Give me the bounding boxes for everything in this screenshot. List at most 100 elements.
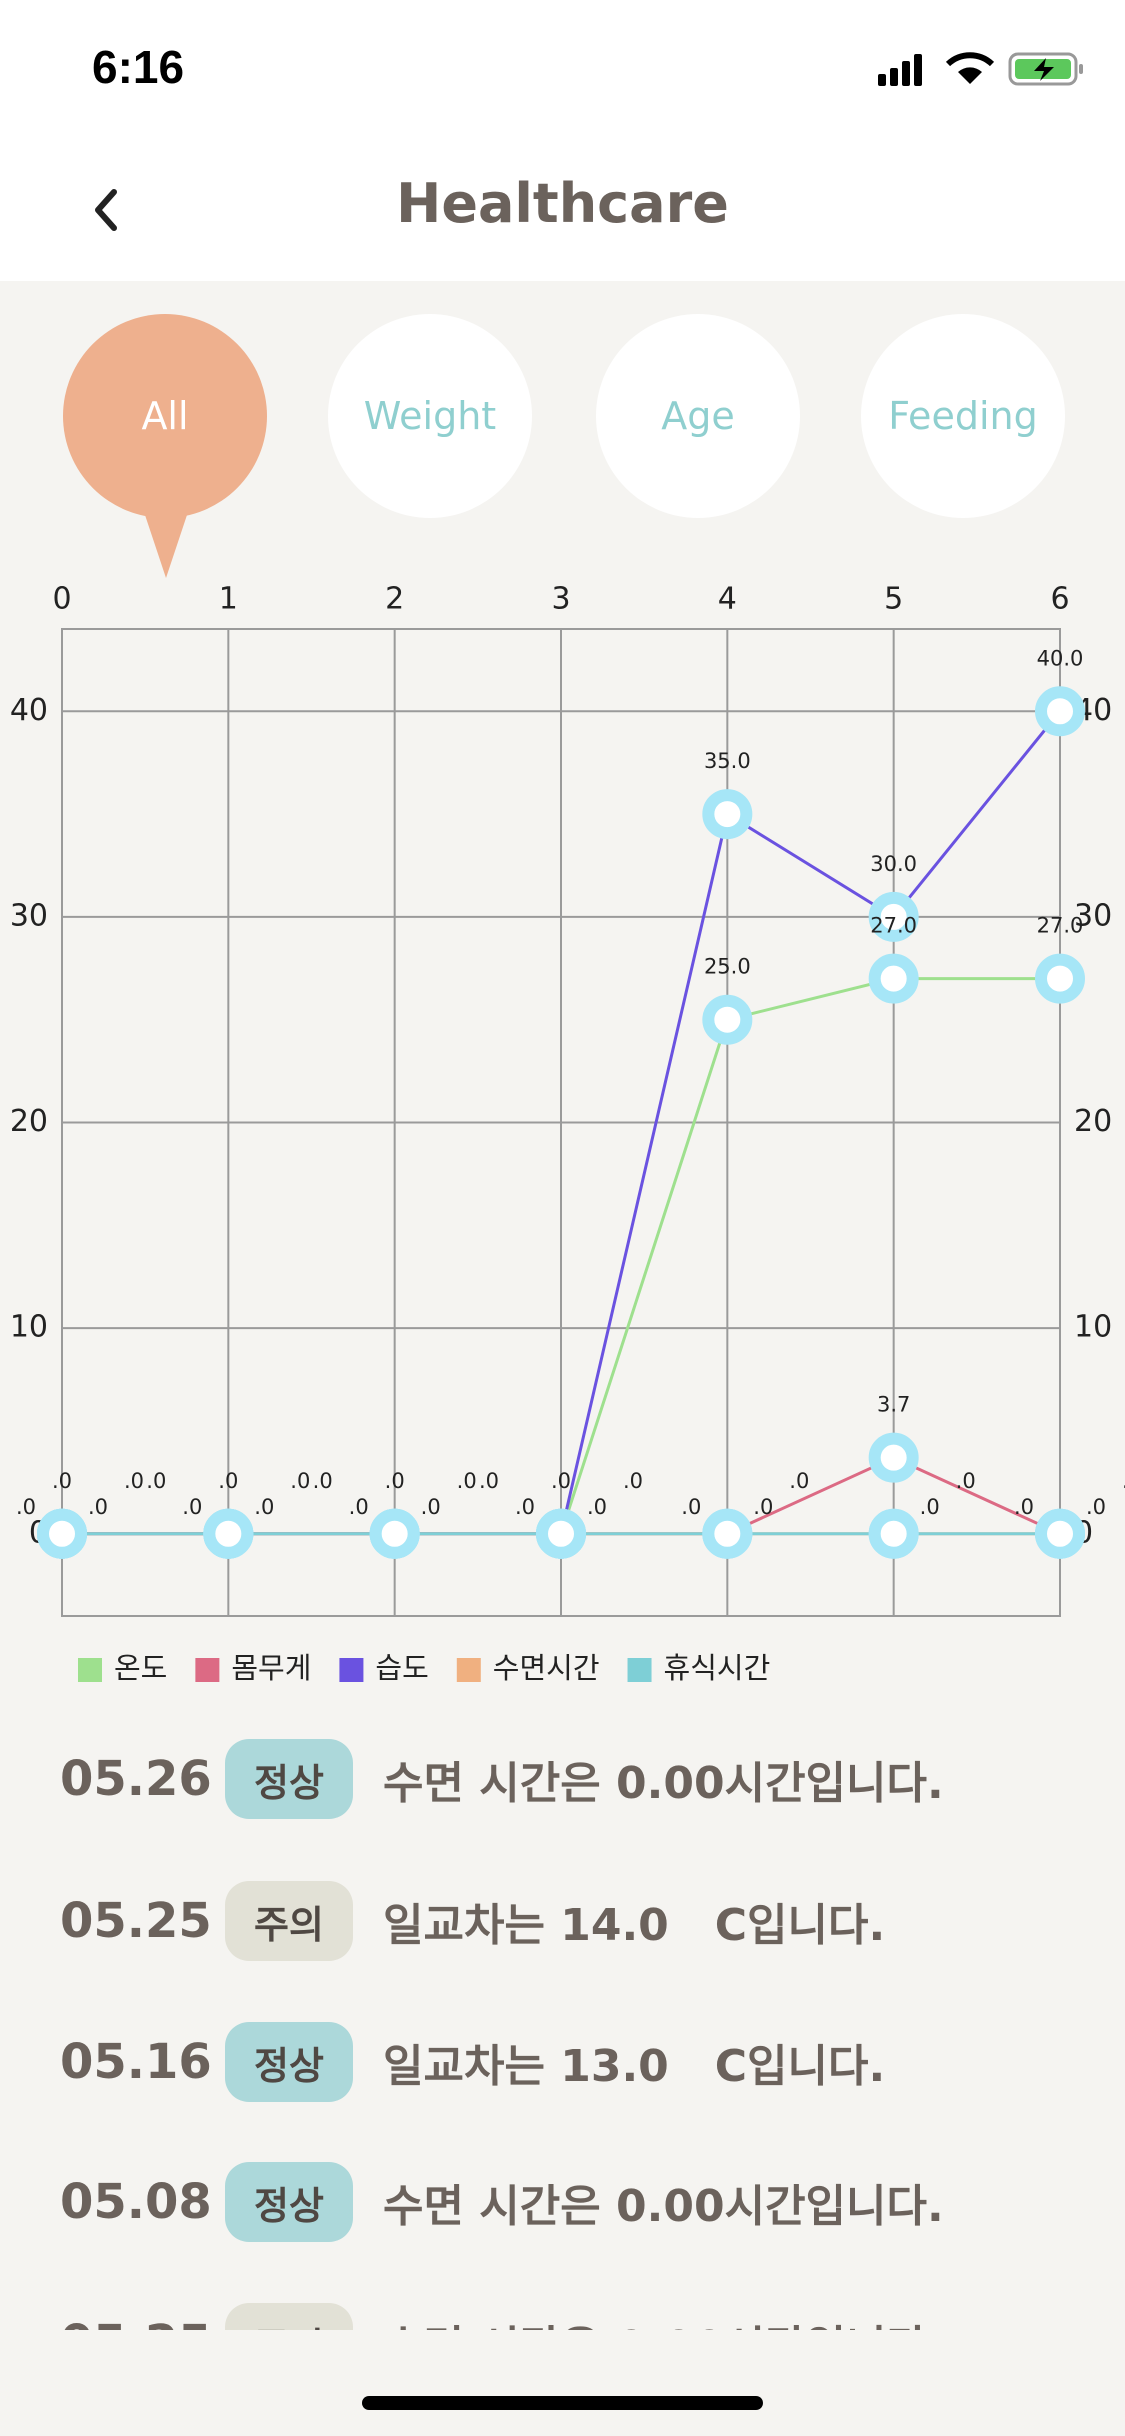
- value-label: .0: [385, 1469, 405, 1493]
- data-point: [868, 891, 919, 942]
- legend-swatch: [195, 1658, 220, 1682]
- x-tick-label: 1: [219, 582, 238, 617]
- record-message: 일교차는 13.0 C입니다.: [383, 2041, 886, 2092]
- record-date: 05.25: [60, 2315, 225, 2330]
- value-label: .0: [313, 1469, 333, 1493]
- page-title: Healthcare: [396, 172, 729, 235]
- status-badge: 주의: [225, 2303, 353, 2330]
- x-tick-label: 4: [718, 582, 737, 617]
- data-point: [369, 1508, 420, 1559]
- record-date: 05.08: [60, 2174, 212, 2230]
- value-label: 30.0: [870, 852, 917, 876]
- y-tick-label: 10: [10, 1310, 48, 1345]
- value-label: .0: [1014, 1495, 1034, 1519]
- data-point: [1035, 1508, 1085, 1559]
- x-tick-label: 0: [52, 582, 71, 617]
- record[interactable]: 05.08 정상 수면 시간은 0.00시간입니다.: [60, 2162, 944, 2242]
- x-tick-label: 2: [385, 582, 404, 617]
- y-tick-label: 30: [10, 898, 48, 933]
- legend-label: 온도: [114, 1651, 167, 1685]
- record-date: 05.16: [60, 2034, 212, 2090]
- value-label: .0: [1122, 1469, 1125, 1493]
- legend-label: 수면시간: [493, 1651, 600, 1685]
- value-label: .0: [789, 1469, 809, 1493]
- value-label: .0: [753, 1495, 773, 1519]
- record-message: 수면 시간은 0.00시간입니다.: [383, 2181, 944, 2232]
- value-label: .0: [920, 1495, 940, 1519]
- value-label: 27.0: [1037, 914, 1084, 938]
- value-label: .0: [421, 1495, 441, 1519]
- value-label: .0: [457, 1469, 477, 1493]
- status-badge: 정상: [225, 2022, 353, 2102]
- data-point: [1035, 953, 1085, 1004]
- chart: 0123456001010202030304040.0.0.0.025.027.…: [0, 582, 1125, 1686]
- record[interactable]: 05.25 주의 일교차는 14.0 C입니다.: [60, 1881, 885, 1961]
- value-label: .0: [587, 1495, 607, 1519]
- data-point: [868, 1432, 919, 1483]
- value-label: .0: [218, 1469, 238, 1493]
- legend-label: 습도: [375, 1651, 428, 1685]
- status-badge: 주의: [225, 1881, 353, 1961]
- value-label: 27.0: [870, 914, 917, 938]
- data-point: [868, 953, 919, 1004]
- tab[interactable]: Weight: [328, 314, 532, 518]
- value-label: .0: [515, 1495, 535, 1519]
- value-label: .0: [16, 1495, 36, 1519]
- home-indicator: [362, 2396, 763, 2410]
- value-label: .0: [623, 1469, 643, 1493]
- value-label: .0: [681, 1495, 701, 1519]
- data-point: [702, 994, 753, 1045]
- value-label: .0: [254, 1495, 274, 1519]
- tab[interactable]: Feeding: [861, 314, 1065, 518]
- y-tick-label-right: 10: [1074, 1310, 1112, 1345]
- y-tick-label: 20: [10, 1104, 48, 1139]
- data-point: [1035, 686, 1085, 737]
- status-icons: [878, 52, 1083, 86]
- record-date: 05.25: [60, 1893, 212, 1949]
- x-tick-label: 3: [551, 582, 570, 617]
- legend-swatch: [627, 1658, 652, 1682]
- data-point: [702, 789, 753, 840]
- value-label: .0: [124, 1469, 144, 1493]
- data-point: [536, 1508, 586, 1559]
- status-badge: 정상: [225, 1739, 353, 1819]
- data-point: [203, 1508, 254, 1559]
- record-date: 05.26: [60, 1751, 212, 1807]
- status-badge: 정상: [225, 2162, 353, 2242]
- tab[interactable]: Age: [596, 314, 800, 518]
- value-label: .0: [146, 1469, 166, 1493]
- record-list: 05.26 정상 수면 시간은 0.00시간입니다. 05.25 주의 일교차는 14.…: [0, 1710, 1125, 2330]
- data-point: [702, 1508, 753, 1559]
- value-label: 40.0: [1037, 646, 1084, 670]
- value-label: .0: [290, 1469, 310, 1493]
- value-label: .0: [52, 1469, 72, 1493]
- value-label: .0: [479, 1469, 499, 1493]
- value-label: .0: [88, 1495, 108, 1519]
- value-label: .0: [349, 1495, 369, 1519]
- data-point: [37, 1508, 87, 1559]
- y-tick-label-right: 30: [1074, 898, 1112, 933]
- value-label: 3.7: [877, 1393, 910, 1417]
- record[interactable]: 05.26 정상 수면 시간은 0.00시간입니다.: [60, 1739, 944, 1819]
- data-point: [868, 1508, 919, 1559]
- value-label: .0: [956, 1469, 976, 1493]
- legend-swatch: [78, 1658, 102, 1682]
- x-tick-label: 5: [884, 582, 903, 617]
- value-label: .0: [551, 1469, 571, 1493]
- value-label: .0: [1086, 1495, 1106, 1519]
- y-tick-label: 40: [10, 693, 48, 728]
- record-message: 수면 시간은 0.00시간입니다.: [383, 1758, 944, 1809]
- tab[interactable]: All: [63, 314, 267, 518]
- record-message: 수면 시간은 0.00시간입니다.: [383, 2311, 944, 2330]
- back-button[interactable]: [90, 188, 120, 232]
- status-time: 6:16: [92, 41, 185, 93]
- legend-label: 휴식시간: [664, 1651, 771, 1685]
- y-tick-label-right: 20: [1074, 1104, 1112, 1139]
- value-label: 25.0: [704, 955, 751, 979]
- legend-swatch: [456, 1658, 481, 1682]
- legend-label: 몸무게: [231, 1651, 311, 1685]
- record[interactable]: 05.16 정상 일교차는 13.0 C입니다.: [60, 2022, 885, 2102]
- header-area: 6:16 Healthcare: [0, 0, 1125, 281]
